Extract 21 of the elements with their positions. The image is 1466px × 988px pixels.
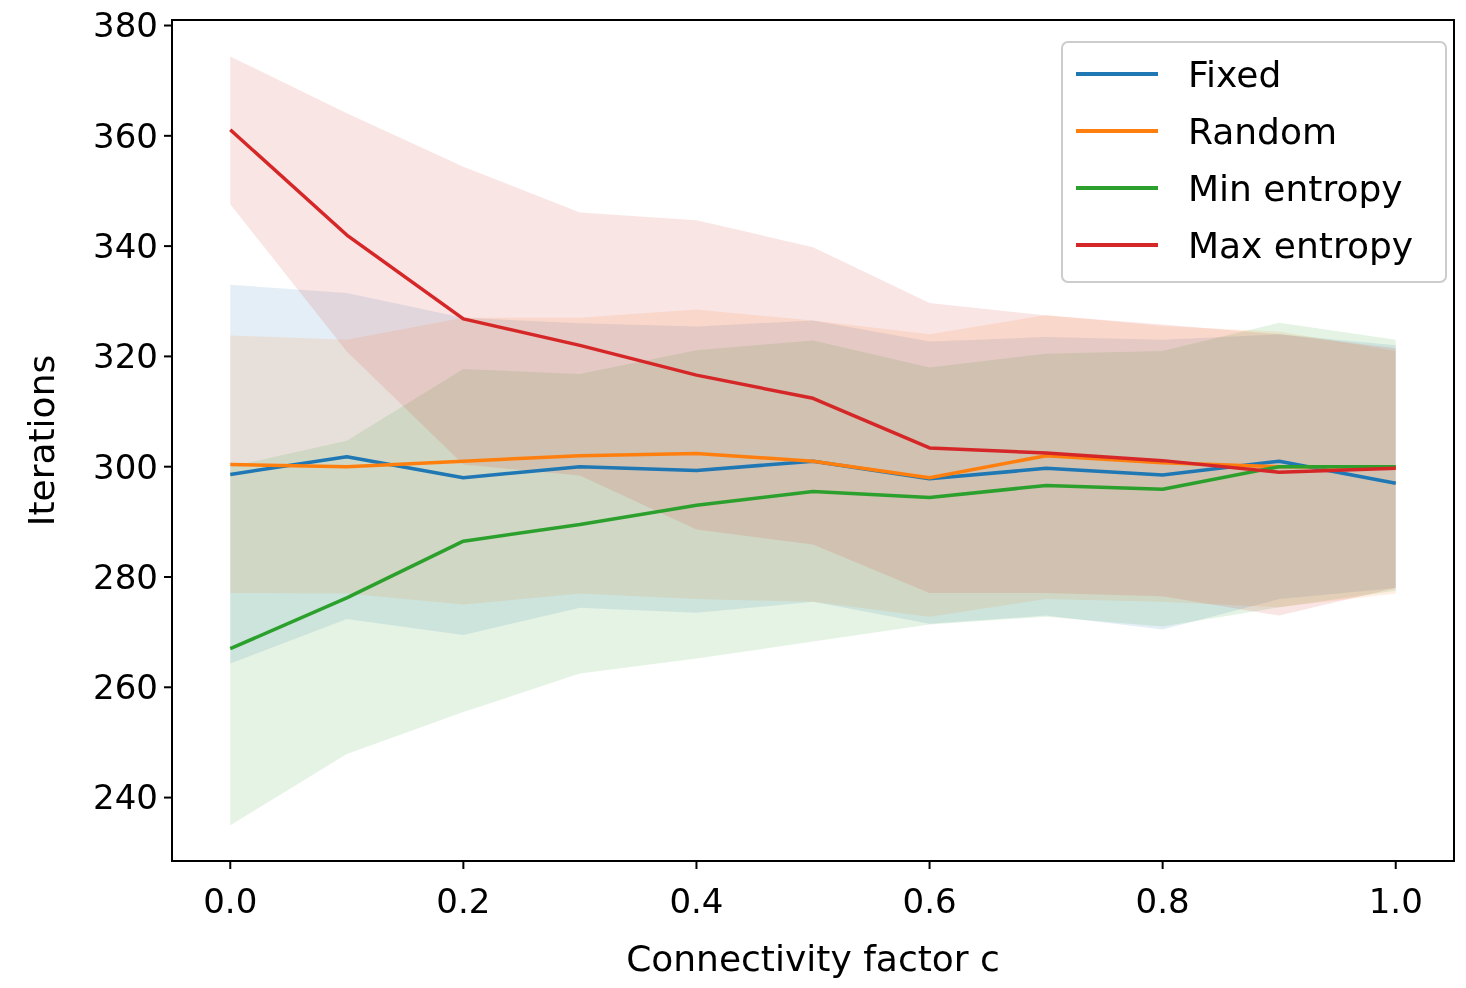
x-tick-label: 0.2	[436, 881, 491, 921]
x-tick-label: 0.0	[203, 881, 258, 921]
legend-label: Fixed	[1188, 53, 1282, 95]
y-tick-label: 280	[93, 556, 158, 597]
x-tick-label: 0.6	[902, 881, 957, 921]
y-tick-label: 300	[93, 446, 158, 487]
y-tick-label: 340	[93, 226, 158, 266]
legend-label: Random	[1188, 110, 1338, 152]
y-tick-label: 360	[93, 115, 158, 156]
x-axis-title: Connectivity factor c	[626, 938, 1000, 979]
x-tick-label: 0.4	[669, 881, 724, 921]
legend-label: Min entropy	[1188, 167, 1403, 209]
x-tick-label: 0.8	[1135, 881, 1190, 921]
line-series	[228, 464, 1398, 651]
y-tick-label: 240	[93, 777, 158, 818]
y-tick-label: 320	[93, 336, 158, 377]
y-tick-label: 260	[93, 667, 158, 708]
y-axis-title: Iterations	[21, 354, 62, 527]
x-tick-label: 1.0	[1368, 881, 1423, 921]
y-tick-label: 380	[93, 5, 158, 46]
legend-label: Max entropy	[1188, 224, 1414, 266]
